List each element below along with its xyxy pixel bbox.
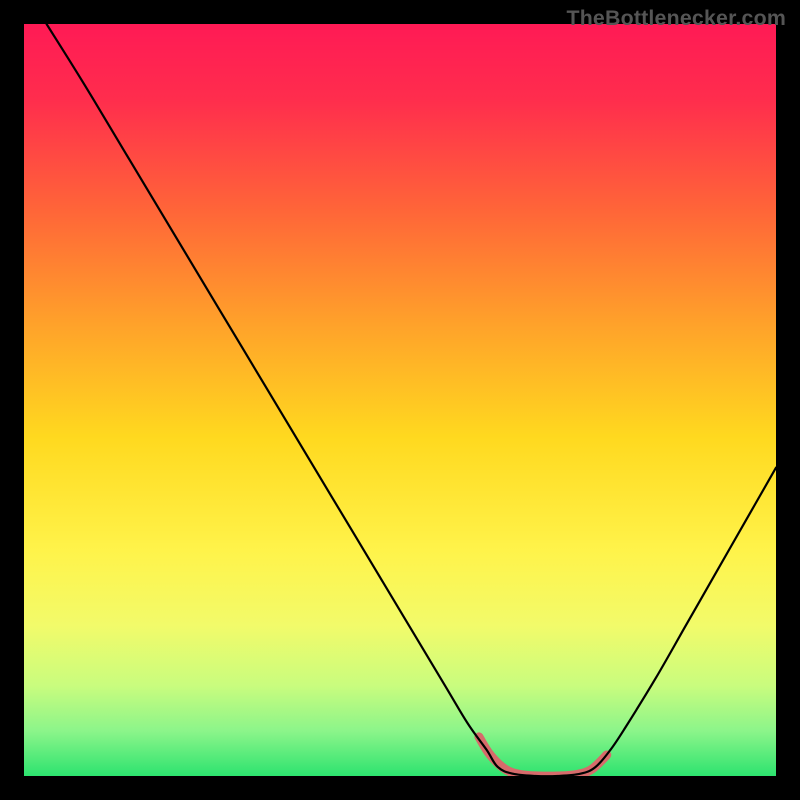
chart-svg: [0, 0, 800, 800]
bottleneck-chart: TheBottlenecker.com: [0, 0, 800, 800]
watermark-text: TheBottlenecker.com: [566, 6, 786, 31]
